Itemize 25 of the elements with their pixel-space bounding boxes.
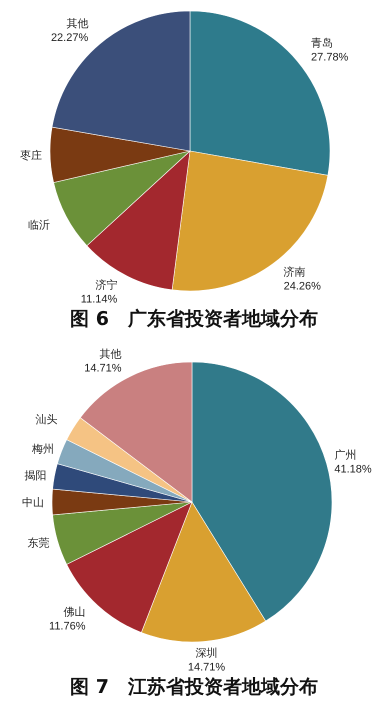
data-label: 11.14%	[80, 293, 118, 306]
data-label: 24.26%	[284, 280, 322, 292]
data-label: 11.76%	[49, 620, 86, 633]
slice-label: 临沂	[28, 218, 50, 232]
slice-label: 深圳	[196, 646, 218, 660]
slice-label: 广州	[334, 448, 356, 462]
slice-label: 其他	[66, 17, 88, 30]
slice-label: 济宁	[95, 278, 118, 292]
text: 图 6 广东省投资者地域分布	[70, 308, 318, 330]
slice-label: 揭阳	[24, 470, 47, 482]
slice-label: 佛山	[64, 606, 86, 619]
slice-label: 梅州	[30, 442, 54, 456]
slice-label: 汕头	[36, 412, 58, 426]
slice-label: 济南	[284, 265, 306, 278]
data-label: 41.18%	[334, 464, 372, 476]
data-label: 14.71%	[188, 661, 226, 674]
text: 图 7 江苏省投资者地域分布	[70, 676, 318, 698]
slice-label: 中山	[22, 496, 44, 509]
data-label: 14.71%	[84, 362, 122, 375]
slice-label: 其他	[100, 348, 122, 361]
data-label: 22.27%	[50, 32, 88, 44]
slice-label: 东莞	[28, 536, 50, 550]
slice-label: 青岛	[311, 36, 334, 50]
data-label: 27.78%	[311, 51, 349, 64]
slice-label: 枣庄	[20, 149, 42, 162]
